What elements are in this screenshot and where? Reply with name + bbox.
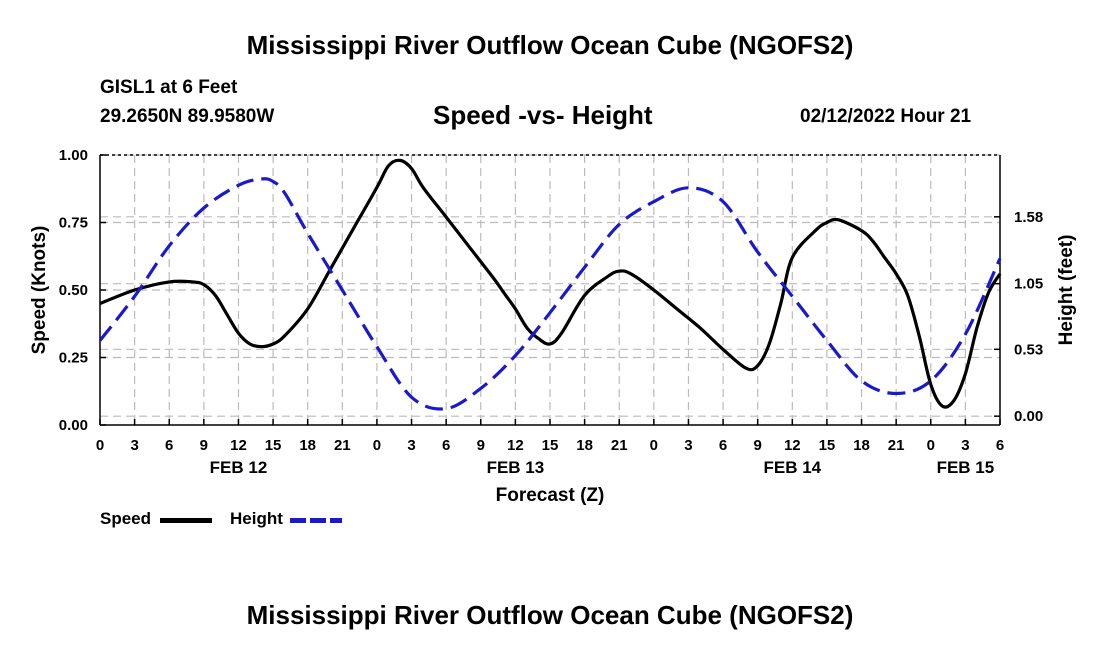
x-tick-label: 12	[507, 437, 524, 454]
x-tick-label: 6	[442, 437, 450, 454]
y2-tick-label: 1.58	[1014, 209, 1043, 226]
y2-tick-label: 0.00	[1014, 408, 1043, 425]
x-tick-label: 0	[373, 437, 381, 454]
y-tick-label: 0.75	[59, 215, 88, 232]
x-axis-title: Forecast (Z)	[496, 485, 605, 506]
y-axis-title: Speed (Knots)	[29, 226, 50, 355]
date-label: FEB 15	[937, 458, 995, 477]
x-tick-label: 3	[407, 437, 415, 454]
x-tick-label: 6	[719, 437, 727, 454]
x-tick-label: 21	[888, 437, 905, 454]
x-tick-label: 0	[650, 437, 658, 454]
speed-height-chart: 0 3 6 9 12 15 18 21 0 3 6 9 12 15 18 21 0 3 6 9 12 15 18 21 0 3 6F…	[0, 0, 1100, 520]
legend-speed-label: Speed	[100, 509, 151, 529]
x-tick-label: 21	[334, 437, 351, 454]
y-tick-label: 0.50	[59, 282, 88, 299]
x-tick-label: 0	[927, 437, 935, 454]
x-tick-label: 6	[996, 437, 1004, 454]
legend-height-label: Height	[230, 509, 283, 529]
x-tick-label: 15	[542, 437, 559, 454]
date-label: FEB 13	[487, 458, 545, 477]
footer-title: Mississippi River Outflow Ocean Cube (NG…	[0, 600, 1100, 631]
x-tick-label: 9	[754, 437, 762, 454]
x-tick-label: 3	[961, 437, 969, 454]
legend-height-swatch	[290, 518, 342, 523]
date-label: FEB 14	[763, 458, 821, 477]
y-tick-label: 0.00	[59, 417, 88, 434]
y2-axis-title: Height (feet)	[1056, 235, 1077, 346]
x-tick-label: 12	[230, 437, 247, 454]
x-tick-label: 21	[611, 437, 628, 454]
legend-speed-swatch	[160, 518, 212, 523]
y2-tick-label: 1.05	[1014, 276, 1043, 293]
x-tick-label: 3	[130, 437, 138, 454]
x-tick-label: 18	[299, 437, 316, 454]
date-label: FEB 12	[210, 458, 268, 477]
x-tick-label: 15	[819, 437, 836, 454]
x-tick-label: 9	[200, 437, 208, 454]
x-tick-label: 18	[853, 437, 870, 454]
x-tick-label: 12	[784, 437, 801, 454]
x-tick-label: 6	[165, 437, 173, 454]
y-tick-label: 0.25	[59, 350, 88, 367]
x-tick-label: 15	[265, 437, 282, 454]
x-tick-label: 3	[684, 437, 692, 454]
x-tick-label: 0	[96, 437, 104, 454]
y2-tick-label: 0.53	[1014, 341, 1043, 358]
y-tick-label: 1.00	[59, 147, 88, 164]
x-tick-label: 18	[576, 437, 593, 454]
x-tick-label: 9	[477, 437, 485, 454]
